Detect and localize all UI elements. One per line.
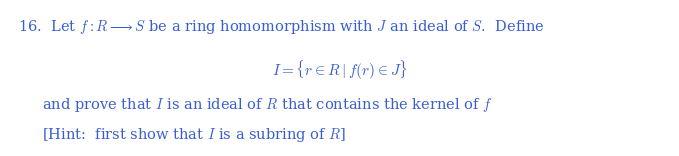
Text: and prove that $I$ is an ideal of $R$ that contains the kernel of $f$: and prove that $I$ is an ideal of $R$ th…: [42, 96, 492, 114]
Text: [Hint:  first show that $I$ is a subring of $R$]: [Hint: first show that $I$ is a subring …: [42, 126, 346, 144]
Text: 16.  Let $f : R \longrightarrow S$ be a ring homomorphism with $J$ an ideal of $: 16. Let $f : R \longrightarrow S$ be a r…: [18, 18, 545, 36]
Text: $I = \{r \in R\mid f(r) \in J\}$: $I = \{r \in R\mid f(r) \in J\}$: [272, 58, 407, 82]
